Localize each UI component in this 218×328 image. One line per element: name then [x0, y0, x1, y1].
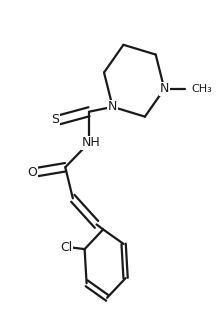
Text: Cl: Cl [60, 241, 72, 254]
Text: N: N [160, 82, 169, 95]
Text: S: S [51, 113, 59, 126]
Text: O: O [27, 166, 37, 179]
Text: CH₃: CH₃ [191, 84, 212, 94]
Text: NH: NH [81, 136, 100, 149]
Text: N: N [108, 100, 117, 113]
